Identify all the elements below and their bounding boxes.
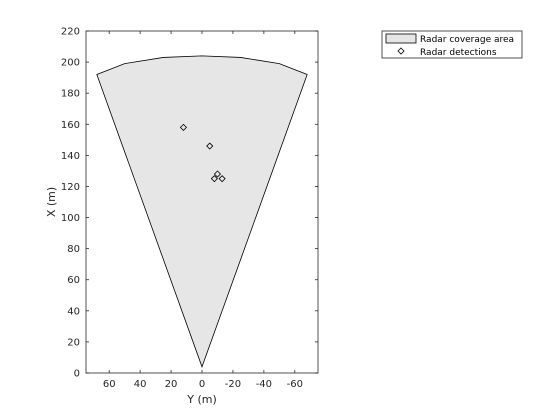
detection-point-2 [206,142,214,150]
legend: Radar coverage area Radar detections [381,30,523,59]
y-tick-label: 140 [61,151,80,162]
legend-detection-label: Radar detections [420,48,497,58]
detection-point-4 [210,175,218,183]
legend-coverage-label: Radar coverage area [420,35,514,45]
y-tick-label: 220 [61,27,80,38]
legend-coverage-swatch [385,33,417,44]
x-tick-label: 60 [103,379,116,390]
legend-detection-marker [397,47,405,55]
y-tick-label: 40 [67,306,80,317]
y-tick-label: 120 [61,182,80,193]
y-axis-label: X (m) [45,187,58,217]
y-tick-label: 80 [67,244,80,255]
x-tick-label: -20 [225,379,241,390]
y-tick-label: 200 [61,58,80,69]
detection-point-5 [218,175,226,183]
x-tick-label: -60 [287,379,303,390]
y-tick-label: 100 [61,213,80,224]
y-tick-label: 20 [67,337,80,348]
x-tick-label: -40 [256,379,272,390]
x-axis-label: Y (m) [186,393,217,406]
x-tick-label: 0 [199,379,205,390]
x-tick-label: 20 [165,379,178,390]
coverage-area-polygon [96,55,308,368]
y-tick-label: 180 [61,89,80,100]
x-tick-label: 40 [134,379,147,390]
y-tick-label: 0 [74,369,80,380]
y-ticks: 0 20 40 60 80 100 120 140 160 180 200 220 [61,27,318,380]
x-ticks: 60 40 20 0 -20 -40 -60 [103,31,303,390]
coverage-layer [96,55,308,368]
detection-point-3 [213,170,222,178]
detection-point-1 [179,123,188,131]
detections-layer [179,123,226,183]
y-tick-label: 60 [67,275,80,286]
y-tick-label: 160 [61,120,80,131]
